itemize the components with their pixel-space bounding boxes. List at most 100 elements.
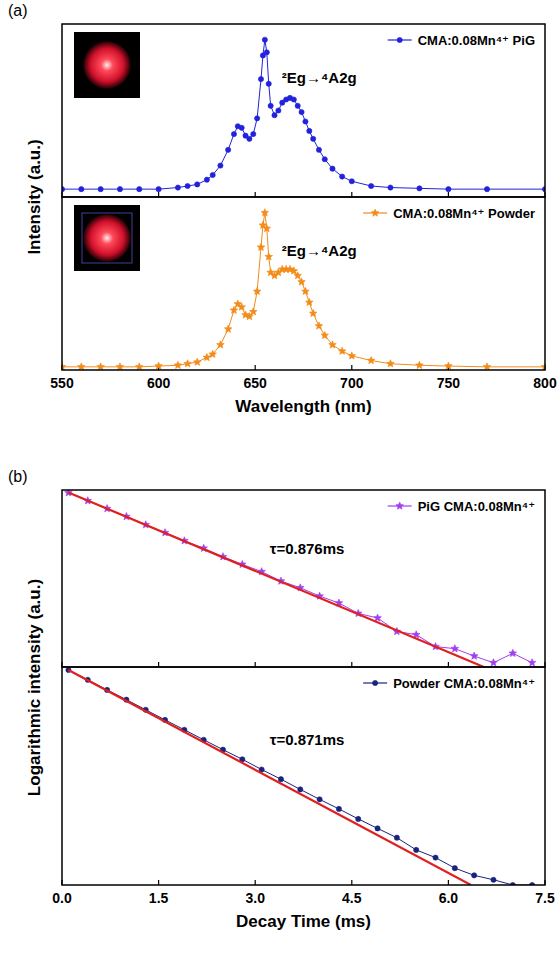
data-point bbox=[249, 308, 257, 315]
data-point bbox=[302, 287, 310, 294]
series-line bbox=[68, 493, 532, 663]
data-point bbox=[290, 267, 298, 274]
data-point bbox=[97, 363, 105, 370]
data-point bbox=[268, 103, 273, 108]
data-point bbox=[472, 873, 477, 878]
annotation-patch bbox=[280, 68, 359, 87]
data-point bbox=[185, 183, 190, 188]
annotation: ²Eg→⁴A2g bbox=[282, 69, 357, 86]
data-point bbox=[348, 352, 356, 359]
data-point bbox=[238, 303, 246, 310]
legend-marker bbox=[397, 37, 402, 42]
plot-frame bbox=[62, 667, 545, 885]
x-tick-label: 800 bbox=[533, 375, 557, 391]
data-point bbox=[203, 353, 211, 360]
data-point bbox=[452, 866, 457, 871]
data-point bbox=[311, 136, 316, 141]
data-point bbox=[483, 363, 491, 370]
data-point bbox=[356, 816, 361, 821]
x-tick-label: 650 bbox=[244, 375, 268, 391]
annotation-patch bbox=[268, 539, 347, 558]
x-tick-label: 4.5 bbox=[342, 890, 362, 906]
x-tick-label: 6.0 bbox=[439, 890, 459, 906]
data-point bbox=[255, 116, 260, 121]
data-point bbox=[375, 826, 380, 831]
data-point bbox=[137, 187, 142, 192]
data-point bbox=[174, 361, 182, 368]
data-point bbox=[417, 186, 422, 191]
inset-glow bbox=[83, 214, 131, 262]
data-point bbox=[369, 183, 374, 188]
plot-frame bbox=[62, 490, 545, 667]
series-line bbox=[68, 670, 532, 885]
data-point bbox=[338, 347, 346, 354]
data-point bbox=[528, 659, 536, 666]
data-point bbox=[309, 309, 317, 316]
data-point bbox=[217, 341, 225, 348]
annotation: ²Eg→⁴A2g bbox=[282, 242, 357, 259]
plot-frame bbox=[62, 24, 545, 197]
data-point bbox=[251, 131, 256, 136]
data-point bbox=[79, 187, 84, 192]
data-point bbox=[218, 163, 223, 168]
x-tick-label: 600 bbox=[147, 375, 171, 391]
data-point bbox=[298, 278, 306, 285]
data-point bbox=[321, 331, 329, 338]
data-point bbox=[193, 358, 201, 365]
data-point bbox=[263, 224, 271, 231]
data-point bbox=[470, 652, 478, 659]
data-point bbox=[451, 645, 459, 652]
x-tick-label: 0.0 bbox=[52, 890, 72, 906]
data-point bbox=[509, 649, 517, 656]
annotation-patch bbox=[280, 241, 359, 260]
data-point bbox=[156, 187, 161, 192]
annotation-patch bbox=[268, 730, 347, 749]
data-point bbox=[305, 298, 313, 305]
data-point bbox=[330, 166, 335, 171]
data-point bbox=[135, 363, 143, 370]
data-point bbox=[116, 363, 124, 370]
data-point bbox=[155, 362, 163, 369]
data-point bbox=[490, 659, 498, 666]
data-point bbox=[317, 797, 322, 802]
data-point bbox=[266, 81, 271, 86]
data-point bbox=[117, 187, 122, 192]
data-point bbox=[446, 187, 451, 192]
data-point bbox=[414, 847, 419, 852]
data-point bbox=[416, 361, 424, 368]
data-point bbox=[299, 109, 304, 114]
data-point bbox=[239, 125, 244, 130]
data-point bbox=[264, 50, 269, 55]
data-point bbox=[367, 357, 375, 364]
x-tick-label: 3.0 bbox=[245, 890, 265, 906]
panel-label: (b) bbox=[8, 468, 28, 485]
data-point bbox=[265, 253, 273, 260]
data-point bbox=[98, 187, 103, 192]
plot-data bbox=[66, 667, 535, 885]
legend-marker bbox=[371, 209, 379, 216]
x-tick-label: 550 bbox=[50, 375, 74, 391]
data-point bbox=[247, 136, 252, 141]
legend-label: PiG CMA:0.08Mn⁴⁺ bbox=[418, 499, 535, 514]
legend-marker bbox=[396, 502, 404, 509]
data-point bbox=[291, 97, 296, 102]
legend-label: CMA:0.08Mn⁴⁺ PiG bbox=[418, 33, 535, 48]
data-point bbox=[298, 787, 303, 792]
annotation: τ=0.876ms bbox=[270, 540, 345, 557]
data-point bbox=[322, 157, 327, 162]
data-point bbox=[261, 209, 269, 216]
series-line bbox=[62, 40, 545, 189]
data-point bbox=[262, 37, 267, 42]
data-point bbox=[231, 131, 236, 136]
data-point bbox=[336, 806, 341, 811]
plot-data bbox=[65, 490, 536, 667]
data-point bbox=[230, 306, 238, 313]
fit-line bbox=[68, 492, 483, 667]
data-point bbox=[388, 185, 393, 190]
plot-data bbox=[62, 209, 545, 370]
data-point bbox=[258, 76, 263, 81]
x-tick-label: 7.5 bbox=[535, 890, 555, 906]
fit-line bbox=[68, 670, 471, 885]
inset-photo bbox=[74, 32, 140, 98]
data-point bbox=[445, 362, 453, 369]
